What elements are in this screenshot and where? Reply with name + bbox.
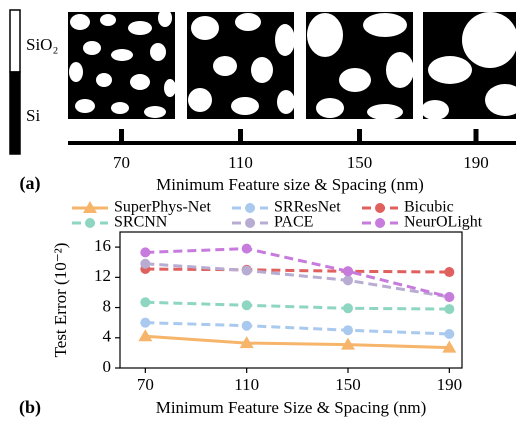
marker	[140, 258, 151, 269]
x-tick-label: 110	[228, 153, 253, 172]
series-line	[145, 321, 450, 336]
panel-label: (b)	[19, 397, 41, 418]
marker	[341, 337, 355, 350]
marker	[343, 325, 353, 336]
pattern-image	[68, 12, 175, 119]
marker	[241, 265, 252, 276]
series-line	[145, 247, 450, 299]
x-tick-label: 150	[335, 375, 361, 394]
series-line	[145, 300, 450, 311]
legend-label: NeurOLight	[404, 214, 483, 231]
marker	[140, 297, 151, 308]
y-tick-label: 4	[103, 327, 112, 346]
legend-label: SRResNet	[274, 199, 341, 216]
legend-marker	[245, 203, 255, 213]
colorbar-sio2	[9, 9, 21, 73]
panel-label: (a)	[20, 173, 41, 194]
y-tick-label: 16	[94, 236, 111, 255]
scale-tick	[119, 129, 124, 143]
scale-tick	[473, 129, 479, 143]
legend-label: Bicubic	[404, 199, 454, 216]
marker	[241, 320, 252, 331]
legend-marker	[245, 218, 255, 228]
legend-marker	[375, 203, 385, 213]
legend-marker	[85, 218, 95, 228]
marker	[444, 304, 455, 315]
marker	[140, 247, 151, 258]
colorbar-label: Si	[26, 106, 40, 125]
legend-label: SRCNN	[114, 214, 168, 231]
y-axis-label: Test Error (10⁻²)	[51, 243, 70, 358]
legend-label: PACE	[274, 214, 313, 231]
x-tick-label: 190	[463, 153, 489, 172]
y-tick-label: 12	[94, 266, 111, 285]
x-axis-label: Minimum Feature size & Spacing (nm)	[156, 175, 424, 194]
panel-a-ticks: 70 110 150 190	[113, 129, 489, 172]
x-axis-label: Minimum Feature Size & Spacing (nm)	[156, 398, 427, 417]
y-tick-label: 8	[103, 296, 112, 315]
colorbar-si	[9, 71, 21, 155]
marker	[239, 336, 254, 349]
pattern-image	[187, 12, 294, 119]
series-line	[145, 262, 450, 299]
scale-tick	[238, 129, 243, 143]
x-tick-label: 150	[347, 153, 373, 172]
legend-label: SuperPhys-Net	[114, 199, 211, 216]
marker	[444, 329, 455, 339]
x-tick-label: 70	[137, 375, 154, 394]
legend-marker	[83, 201, 97, 213]
x-tick-label: 110	[234, 375, 259, 394]
marker	[241, 300, 252, 311]
marker	[140, 317, 151, 328]
marker	[138, 329, 153, 342]
marker	[343, 275, 353, 286]
x-tick-label: 190	[437, 375, 463, 394]
marker	[343, 266, 353, 277]
marker	[444, 267, 455, 278]
y-tick-label: 0	[103, 357, 112, 376]
marker	[343, 303, 353, 314]
plot-frame	[119, 231, 463, 369]
series-line	[145, 334, 450, 350]
colorbar-label: SiO₂	[26, 35, 58, 54]
scale-tick	[357, 129, 362, 143]
plot: 0 4 8 12 16 70 110 150 190 SuperPhys-Net SRResNet B…	[72, 199, 483, 394]
pattern-image	[423, 12, 516, 119]
pattern-image	[306, 12, 413, 119]
legend-marker	[375, 218, 385, 228]
marker	[241, 243, 252, 254]
marker	[442, 340, 457, 353]
marker	[444, 291, 455, 302]
series-line	[145, 267, 450, 274]
x-tick-label: 70	[113, 153, 130, 172]
